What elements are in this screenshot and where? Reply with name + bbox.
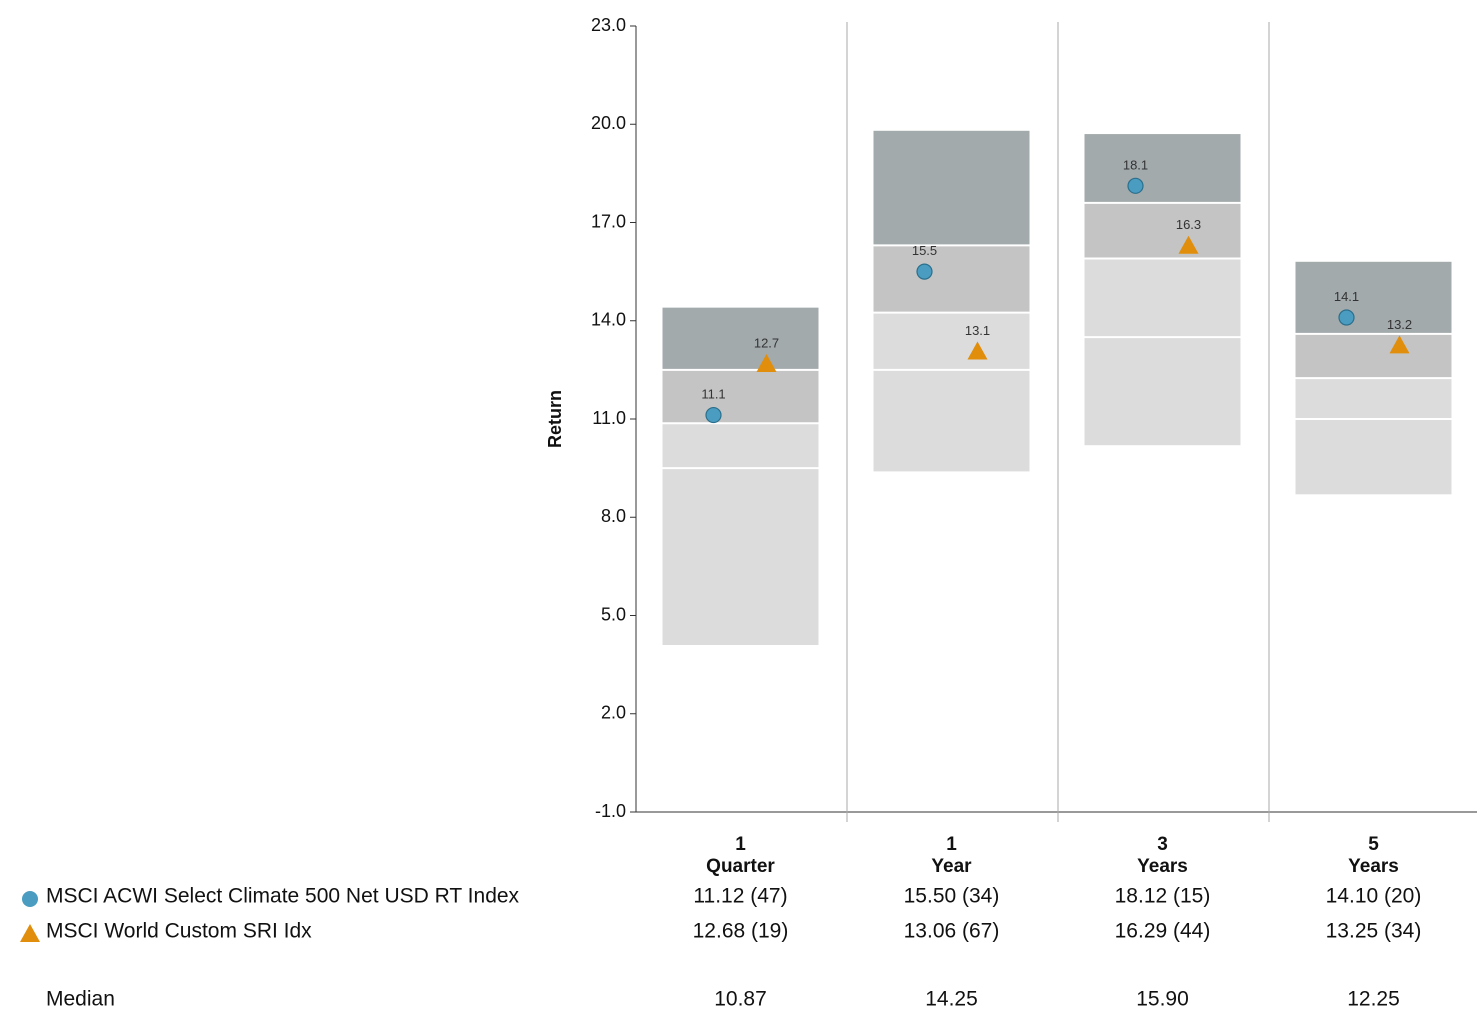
range-segment [662,307,819,370]
y-tick-label: 2.0 [601,703,626,723]
table-row-label: Median [46,988,115,1009]
x-tick-label: Years [1137,856,1188,877]
x-tick-label: 1 [946,834,957,855]
y-tick-label: 23.0 [591,15,626,35]
table-cell: 10.87 [714,988,767,1009]
range-segment [1295,378,1452,419]
range-segment [873,130,1030,246]
y-tick-label: 14.0 [591,310,626,330]
table-cell: 11.12 (47) [693,885,787,908]
data-label: 12.7 [754,335,779,350]
range-segment [662,423,819,469]
range-segment [873,312,1030,370]
data-label: 13.2 [1387,317,1412,332]
table-cell: 12.25 [1347,988,1400,1009]
y-tick-label: 5.0 [601,604,626,624]
y-tick-label: 17.0 [591,211,626,231]
data-label: 11.1 [701,387,725,402]
data-label: 18.1 [1123,157,1148,172]
x-tick-label: Years [1348,856,1399,877]
range-segment [662,369,819,424]
table-cell: 13.25 (34) [1326,920,1422,943]
table-cell: 18.12 (15) [1115,885,1211,908]
marker [756,353,777,372]
table-cell: 14.25 [925,988,978,1009]
x-tick-label: Quarter [706,856,775,877]
x-tick-label: 5 [1368,834,1379,855]
range-segment [1295,333,1452,379]
marker [1127,177,1144,194]
marker [916,263,933,280]
x-tick-label: 3 [1157,834,1168,855]
legend-label: MSCI ACWI Select Climate 500 Net USD RT … [46,885,520,908]
range-segment [1295,419,1452,495]
marker [967,341,988,360]
table-cell: 13.06 (67) [904,920,1000,943]
marker [705,406,722,424]
range-segment [1084,202,1241,259]
range-segment [662,468,819,645]
range-segment [1084,258,1241,338]
table-cell: 14.10 (20) [1326,885,1422,908]
y-tick-label: 11.0 [592,408,626,428]
x-tick-label: Year [931,856,972,877]
range-segment [1084,134,1241,203]
data-label: 13.1 [965,323,990,338]
legend-marker [20,924,40,942]
y-tick-label: 8.0 [601,506,626,526]
y-tick-label: -1.0 [595,801,626,821]
range-segment [873,369,1030,472]
legend-label: MSCI World Custom SRI Idx [46,920,312,943]
legend-marker [22,891,38,907]
range-segment [1295,261,1452,334]
table-cell: 15.50 (34) [904,885,1000,908]
range-segment [1084,337,1241,446]
marker [1178,235,1199,254]
y-axis-label: Return [545,390,565,448]
table-cell: 12.68 (19) [693,920,789,943]
range-segment [873,245,1030,313]
data-label: 16.3 [1176,217,1201,232]
y-tick-label: 20.0 [591,113,626,133]
x-tick-label: 1 [735,834,746,855]
data-label: 15.5 [912,243,937,258]
table-cell: 16.29 (44) [1115,920,1211,943]
data-label: 14.1 [1334,289,1359,304]
table-cell: 15.90 [1136,988,1189,1009]
marker [1389,335,1410,354]
marker [1338,309,1355,326]
